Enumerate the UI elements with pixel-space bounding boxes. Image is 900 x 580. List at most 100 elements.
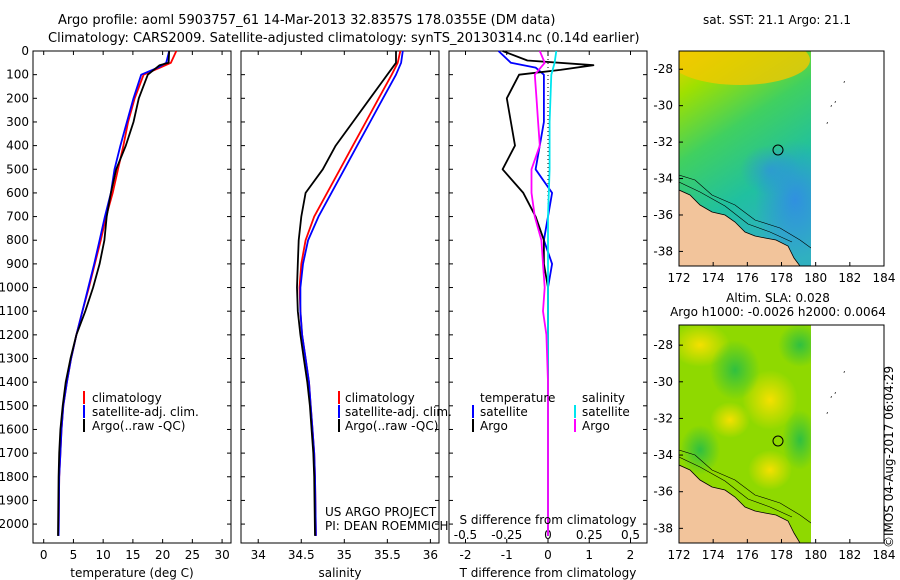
sla-low <box>680 425 720 475</box>
x2-tick-label: 0.25 <box>576 528 603 542</box>
y-tick-label: 1500 <box>0 399 29 413</box>
x2-tick-label: 0.5 <box>621 528 640 542</box>
series-line-climatology <box>57 50 178 536</box>
legend-s-satellite-label: satellite <box>582 405 630 419</box>
island-marker: , <box>843 365 846 374</box>
lon-tick-label: 178 <box>770 548 793 562</box>
island-marker: , <box>834 95 837 104</box>
lat-tick-label: -32 <box>653 411 673 425</box>
sla-map <box>679 325 811 543</box>
lon-tick-label: 184 <box>873 271 896 285</box>
x-tick-label: 1 <box>585 548 593 562</box>
x-tick-label: 0 <box>40 548 48 562</box>
lon-tick-label: 182 <box>838 271 861 285</box>
lon-tick-label: 174 <box>702 271 725 285</box>
lon-tick-label: 180 <box>804 271 827 285</box>
new-zealand-land <box>679 464 801 543</box>
depth-contour <box>679 174 811 249</box>
y-tick-label: 1900 <box>0 493 29 507</box>
kermadec-islands: , , , , <box>826 75 846 125</box>
sst-warm-patch <box>679 51 810 85</box>
y-tick-label: 0 <box>21 44 29 58</box>
x-tick-label: 30 <box>214 548 229 562</box>
legend-satellite-label: satellite-adj. clim. <box>92 405 199 419</box>
series-line-satellite-adj-clim- <box>57 50 171 536</box>
y-tick-label: 1600 <box>0 422 29 436</box>
lat-tick-label: -34 <box>653 448 673 462</box>
series-line-salinity-satellite <box>547 50 558 536</box>
lon-tick-label: 176 <box>736 548 759 562</box>
project-annotation-1: US ARGO PROJECT <box>325 505 437 519</box>
x-tick-label: 36 <box>423 548 438 562</box>
x-tick-label: 10 <box>96 548 111 562</box>
x-tick-label: 0 <box>544 548 552 562</box>
lon-tick-label: 184 <box>873 548 896 562</box>
lon-tick-label: 178 <box>770 271 793 285</box>
header-line-2: Climatology: CARS2009. Satellite-adjuste… <box>48 31 640 46</box>
temperature-legend: climatology satellite-adj. clim. Argo(..… <box>83 391 199 433</box>
x-tick-label: 34.5 <box>288 548 315 562</box>
sla-low <box>778 325 811 367</box>
sla-high <box>748 450 792 490</box>
lat-tick-label: -38 <box>653 244 673 258</box>
lon-tick-label: 182 <box>838 548 861 562</box>
float-position-marker <box>772 435 784 447</box>
legend-temperature-title: temperature <box>480 391 555 405</box>
sla-map-title-2: Argo h1000: -0.0026 h2000: 0.0064 <box>670 305 886 319</box>
y-tick-label: 400 <box>6 139 29 153</box>
axes-layer: 0100200300400500600700800900100011001200… <box>0 44 647 562</box>
x-tick-label: -2 <box>460 548 472 562</box>
y-tick-label: 100 <box>6 68 29 82</box>
depth-contour <box>679 449 811 524</box>
island-marker: , <box>830 390 833 399</box>
x-tick-label: -1 <box>501 548 513 562</box>
x2-tick-label: -0.5 <box>454 528 477 542</box>
x-tick-label: 2 <box>627 548 635 562</box>
lon-tick-label: 180 <box>804 548 827 562</box>
salinity-xlabel: salinity <box>318 566 361 580</box>
legend-t-satellite-label: satellite <box>480 405 528 419</box>
legend-t-argo-label: Argo <box>480 419 508 433</box>
imos-credit: ©IMOS 04-Aug-2017 06:04:29 <box>882 366 896 548</box>
kermadec-islands: , , , , <box>826 365 846 415</box>
legend-salinity-title: salinity <box>582 391 625 405</box>
lat-tick-label: -28 <box>653 338 673 352</box>
y-tick-label: 1700 <box>0 446 29 460</box>
series-line-argo-raw-qc- <box>296 51 397 536</box>
island-marker: , <box>826 406 829 415</box>
lat-tick-label: -30 <box>653 99 673 113</box>
series-line-argo-raw-qc- <box>57 50 171 536</box>
y-tick-label: 1300 <box>0 352 29 366</box>
x-tick-label: 35 <box>337 548 352 562</box>
island-marker: , <box>834 386 837 395</box>
sla-high <box>710 402 750 438</box>
island-marker: , <box>826 116 829 125</box>
new-zealand-land <box>679 189 801 266</box>
lon-tick-label: 172 <box>668 271 691 285</box>
y-tick-label: 700 <box>6 210 29 224</box>
x-tick-label: 15 <box>125 548 140 562</box>
legend-argo-label: Argo(..raw -QC) <box>345 419 438 433</box>
temperature-panel-frame <box>32 50 232 544</box>
depth-contour <box>679 181 793 243</box>
sla-low <box>782 410 811 470</box>
lat-tick-label: -36 <box>653 208 673 222</box>
project-annotation-2: PI: DEAN ROEMMICH <box>325 519 448 533</box>
lat-tick-label: -38 <box>653 521 673 535</box>
sst-cool-patch <box>740 145 800 195</box>
x-tick-label: 34 <box>251 548 266 562</box>
island-marker: , <box>843 75 846 84</box>
lat-tick-label: -30 <box>653 375 673 389</box>
x-tick-label: 20 <box>155 548 170 562</box>
series-line-salinity-argo <box>530 50 549 536</box>
legend-satellite-label: satellite-adj. clim. <box>345 405 452 419</box>
legend-s-argo-label: Argo <box>582 419 610 433</box>
x-tick-label: 5 <box>70 548 78 562</box>
y-tick-label: 600 <box>6 186 29 200</box>
lines-layer <box>57 50 595 536</box>
y-tick-label: 1800 <box>0 470 29 484</box>
y-tick-label: 200 <box>6 91 29 105</box>
lat-tick-label: -34 <box>653 172 673 186</box>
s-difference-xlabel: S difference from climatology <box>460 513 637 527</box>
sst-map-title: sat. SST: 21.1 Argo: 21.1 <box>703 13 851 27</box>
